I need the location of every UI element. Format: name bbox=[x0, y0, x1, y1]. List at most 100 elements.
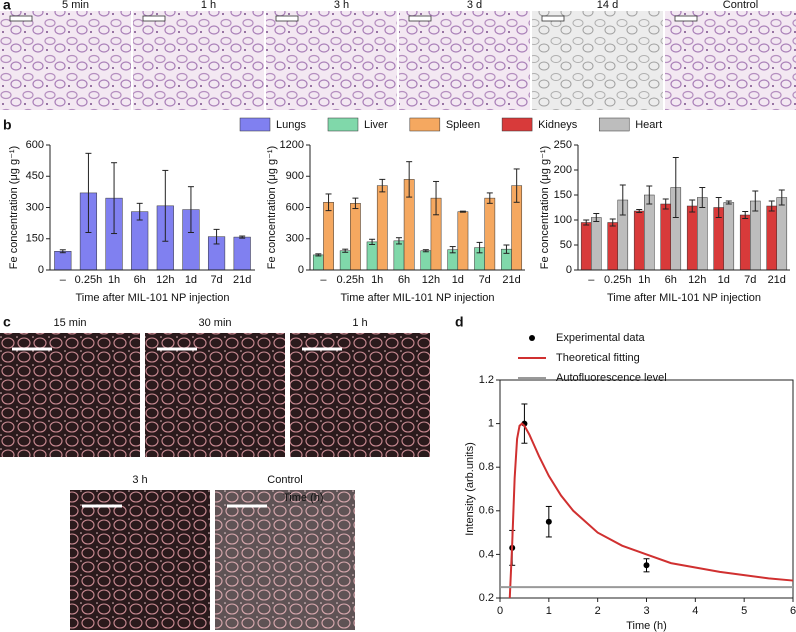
y-tick-label: 0 bbox=[38, 264, 44, 276]
bar bbox=[323, 202, 334, 271]
x-tick-label: 0.25h bbox=[75, 274, 103, 286]
scale-bar bbox=[674, 15, 698, 22]
x-tick-label: 12h bbox=[688, 274, 706, 286]
y-tick-label: 100 bbox=[554, 214, 572, 226]
scale-bar bbox=[408, 15, 432, 22]
image-label: 14 d bbox=[597, 0, 618, 11]
x-tick-label: 6h bbox=[665, 274, 677, 286]
x-tick-label: – bbox=[588, 274, 595, 286]
y-tick-label: 300 bbox=[26, 201, 44, 213]
x-tick-label: 4 bbox=[692, 605, 698, 617]
x-tick-label: 5 bbox=[741, 605, 747, 617]
legend-label: Spleen bbox=[446, 119, 480, 131]
x-tick-label: – bbox=[320, 274, 327, 286]
bar bbox=[739, 214, 751, 271]
data-point bbox=[643, 562, 650, 569]
x-axis-title: Time after MIL-101 NP injection bbox=[340, 292, 494, 304]
bar bbox=[393, 240, 405, 271]
bar bbox=[580, 222, 592, 271]
x-tick-label: 3 bbox=[643, 605, 649, 617]
panel-label: c bbox=[3, 314, 11, 330]
x-tick-label: 21d bbox=[502, 274, 520, 286]
image-label: 1 h bbox=[201, 0, 216, 11]
x-tick-label: 7d bbox=[744, 274, 756, 286]
legend-label: Heart bbox=[635, 119, 662, 131]
y-axis-title: Fe concentration (μg g⁻¹) bbox=[266, 146, 278, 269]
bar bbox=[644, 194, 655, 271]
y-axis-title: Fe concentration (μg g⁻¹) bbox=[539, 146, 551, 269]
y-tick-label: 0.2 bbox=[479, 592, 494, 604]
image-label: Control bbox=[267, 474, 302, 486]
legend-marker bbox=[529, 335, 535, 341]
data-point bbox=[545, 518, 552, 525]
image-label: 30 min bbox=[198, 317, 231, 329]
panel-label: b bbox=[3, 117, 12, 133]
y-tick-label: 150 bbox=[554, 189, 572, 201]
y-axis-title: Intensity (arb.units) bbox=[464, 442, 476, 536]
x-tick-label: 7d bbox=[210, 274, 222, 286]
x-tick-label: – bbox=[60, 274, 67, 286]
overlay-text: Time (h) bbox=[283, 492, 324, 504]
y-tick-label: 200 bbox=[554, 164, 572, 176]
legend-label: Autofluorescence level bbox=[556, 372, 667, 384]
x-tick-label: 1h bbox=[108, 274, 120, 286]
scale-bar bbox=[275, 15, 299, 22]
image-label: 3 h bbox=[334, 0, 349, 11]
scale-bar bbox=[142, 15, 166, 22]
legend-swatch bbox=[598, 117, 630, 132]
x-tick-label: 1d bbox=[185, 274, 197, 286]
x-tick-label: 6h bbox=[134, 274, 146, 286]
legend-label: Liver bbox=[364, 119, 388, 131]
bar bbox=[312, 254, 324, 271]
x-tick-label: 21d bbox=[233, 274, 251, 286]
panel-label: a bbox=[3, 0, 11, 13]
bar bbox=[366, 241, 378, 271]
y-tick-label: 600 bbox=[286, 201, 304, 213]
histology-image bbox=[0, 11, 131, 110]
histology-image bbox=[532, 11, 663, 110]
bar bbox=[233, 236, 251, 271]
image-label: 3 h bbox=[132, 474, 147, 486]
histology-image bbox=[133, 11, 264, 110]
bar bbox=[776, 197, 788, 271]
y-tick-label: 300 bbox=[286, 233, 304, 245]
y-tick-label: 250 bbox=[554, 139, 572, 151]
bar bbox=[376, 185, 388, 271]
scale-bar bbox=[9, 15, 33, 22]
y-tick-label: 0.4 bbox=[479, 548, 494, 560]
y-tick-label: 0 bbox=[566, 264, 572, 276]
x-tick-label: 12h bbox=[422, 274, 440, 286]
x-tick-label: 6 bbox=[790, 605, 796, 617]
image-label: 5 min bbox=[62, 0, 89, 11]
legend-swatch bbox=[409, 117, 441, 132]
x-tick-label: 1d bbox=[452, 274, 464, 286]
y-tick-label: 0.8 bbox=[479, 461, 494, 473]
bar bbox=[339, 250, 351, 271]
bar bbox=[457, 211, 469, 271]
image-label: 15 min bbox=[53, 317, 86, 329]
microscopy-image bbox=[70, 490, 210, 630]
bar bbox=[723, 202, 735, 271]
x-axis-title: Time after MIL-101 NP injection bbox=[607, 292, 761, 304]
y-tick-label: 150 bbox=[26, 233, 44, 245]
histology-image bbox=[399, 11, 530, 110]
image-label: 1 h bbox=[352, 317, 367, 329]
y-axis-title: Fe concentration (μg g⁻¹) bbox=[8, 146, 20, 269]
x-tick-label: 2 bbox=[595, 605, 601, 617]
histology-image bbox=[266, 11, 397, 110]
x-tick-label: 7d bbox=[479, 274, 491, 286]
bar bbox=[660, 203, 671, 271]
bar bbox=[607, 222, 618, 271]
legend-label: Experimental data bbox=[556, 332, 646, 344]
x-tick-label: 0.25h bbox=[337, 274, 365, 286]
x-tick-label: 1 bbox=[546, 605, 552, 617]
legend-label: Theoretical fitting bbox=[556, 352, 640, 364]
legend-label: Kidneys bbox=[538, 119, 578, 131]
x-tick-label: 21d bbox=[768, 274, 786, 286]
microscopy-image bbox=[0, 333, 140, 457]
line bbox=[508, 422, 794, 599]
bar bbox=[686, 205, 698, 271]
x-tick-label: 1h bbox=[371, 274, 383, 286]
x-axis-title: Time (h) bbox=[626, 620, 667, 632]
